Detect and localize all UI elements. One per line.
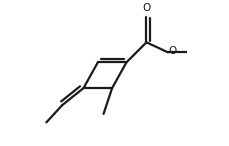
Text: O: O [168, 46, 176, 56]
Text: O: O [142, 3, 150, 13]
